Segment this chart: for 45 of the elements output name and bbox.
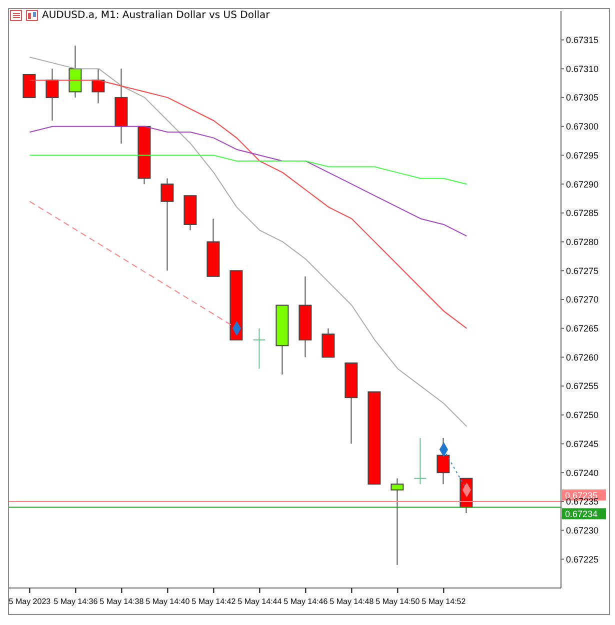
candlestick [22, 74, 36, 98]
x-tick-label: 5 May 14:50 [376, 597, 420, 606]
y-tick-label: 0.67310 [566, 64, 599, 74]
candlestick [414, 437, 427, 485]
x-tick-label: 5 May 14:36 [54, 597, 98, 606]
y-tick-label: 0.67265 [566, 324, 599, 334]
ref-line-label: 0.67234 [565, 509, 598, 520]
x-tick-label: 5 May 14:40 [146, 597, 190, 606]
x-tick-label: 5 May 14:46 [284, 597, 328, 606]
x-tick-label: 5 May 14:38 [100, 597, 144, 606]
y-tick-label: 0.67275 [566, 266, 599, 276]
candlestick [160, 178, 174, 272]
candlestick [322, 328, 335, 358]
x-tick-label: 5 May 14:52 [422, 597, 466, 606]
y-tick-label: 0.67260 [566, 352, 599, 362]
x-tick-label: 5 May 14:42 [192, 597, 236, 606]
y-tick-label: 0.67315 [566, 35, 599, 46]
candlestick [436, 437, 450, 485]
y-tick-label: 0.67250 [566, 410, 599, 420]
y-tick-label: 0.67285 [566, 208, 599, 218]
y-tick-label: 0.67255 [566, 381, 599, 392]
y-tick-label: 0.67230 [566, 525, 599, 536]
y-tick-label: 0.67295 [566, 150, 599, 160]
y-tick-label: 0.67290 [566, 179, 599, 190]
line-series [29, 154, 468, 185]
candlestick [92, 68, 105, 104]
y-tick-label: 0.67305 [566, 92, 599, 103]
line-series [29, 126, 468, 237]
candlestick [46, 68, 59, 122]
line-series [29, 56, 468, 427]
candlestick [252, 328, 266, 370]
y-tick-label: 0.67240 [566, 468, 599, 478]
y-tick-label: 0.67280 [566, 236, 599, 247]
x-tick-label: 5 May 2023 [8, 597, 52, 606]
candlestick [68, 45, 82, 98]
candlestick [390, 478, 404, 566]
y-tick-label: 0.67270 [566, 294, 599, 305]
line-series [29, 80, 468, 329]
chart-title: AUDUSD.a, M1: Australian Dollar vs US Dollar [42, 10, 270, 21]
y-tick-label: 0.67235 [566, 496, 599, 507]
y-tick-label: 0.67225 [566, 554, 599, 564]
x-tick-label: 5 May 14:44 [238, 597, 282, 606]
y-tick-label: 0.67245 [566, 438, 599, 449]
y-tick-label: 0.67300 [566, 122, 599, 132]
x-tick-label: 5 May 14:48 [330, 597, 374, 606]
